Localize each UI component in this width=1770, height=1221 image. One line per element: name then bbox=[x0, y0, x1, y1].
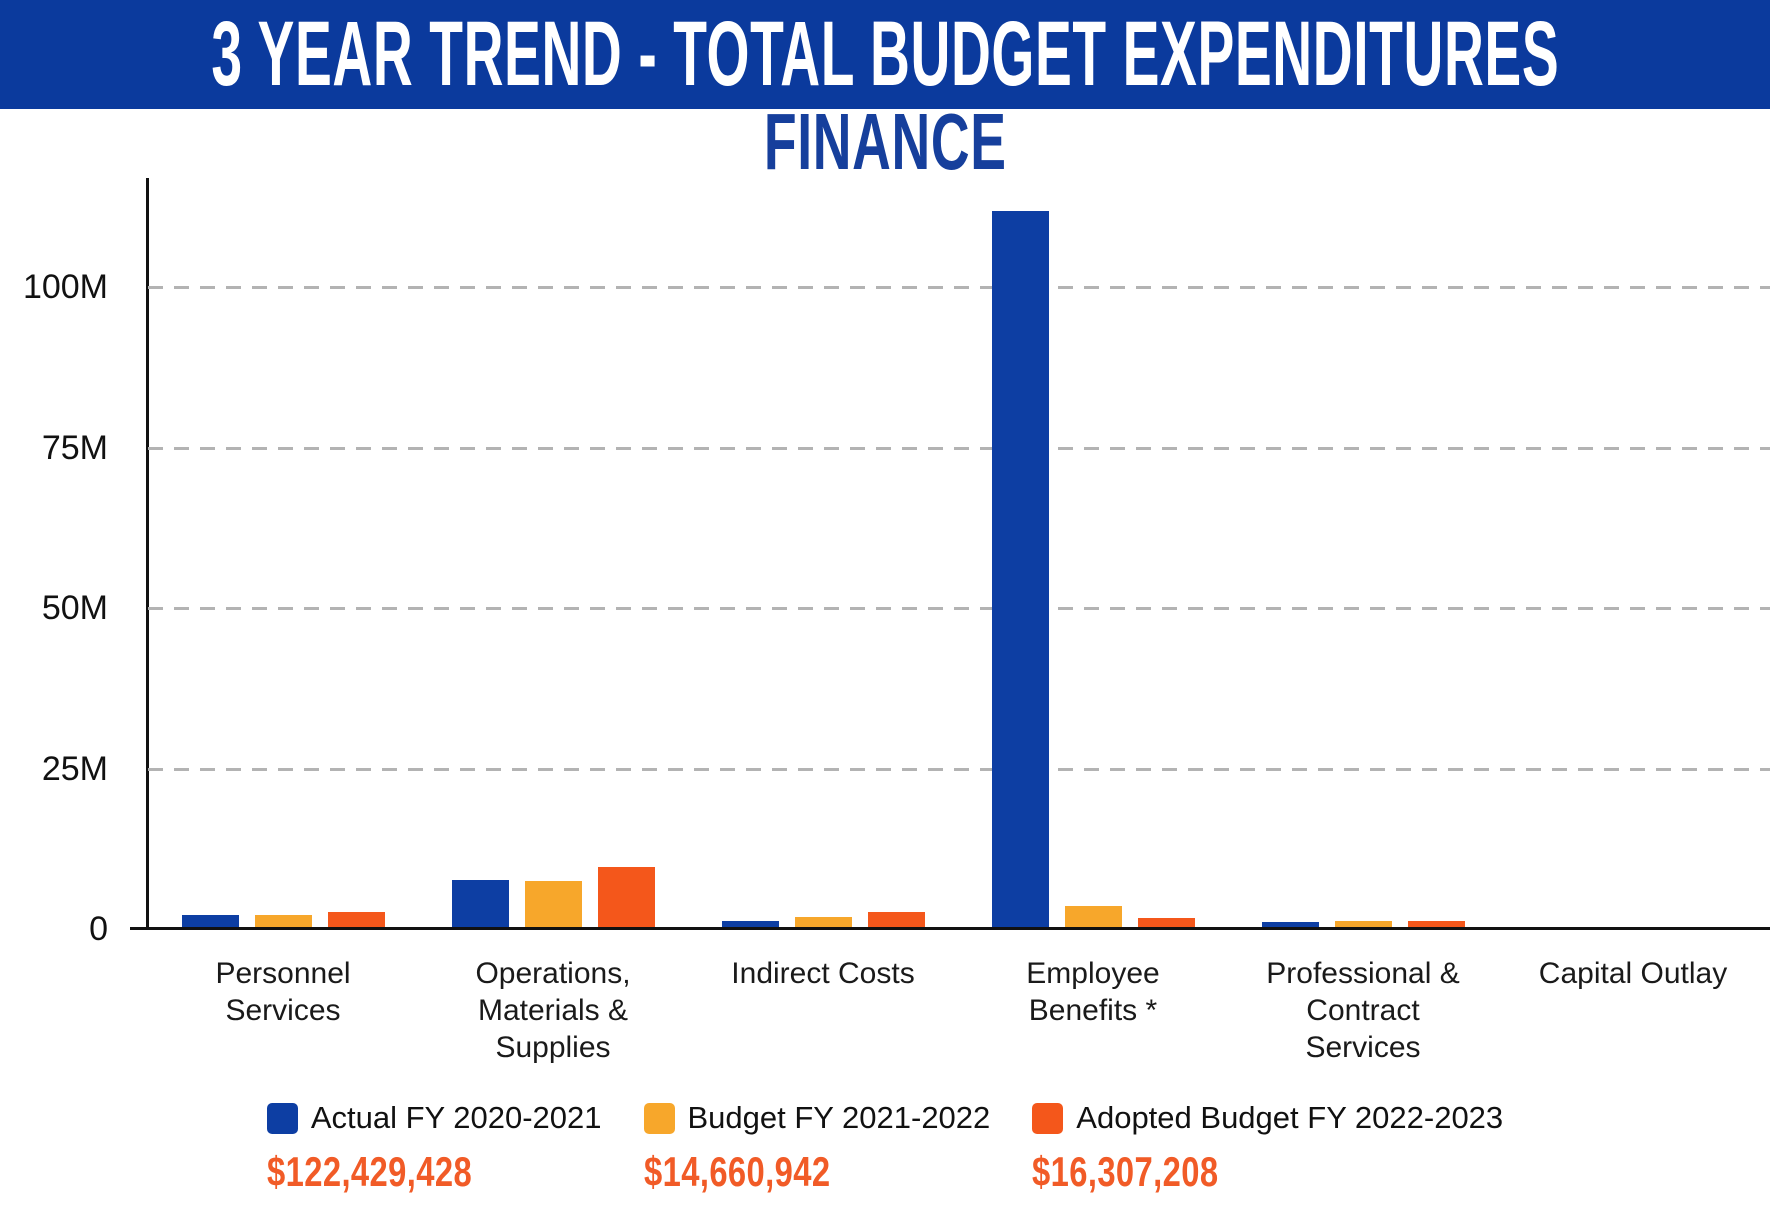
legend-label-actual: Actual FY 2020-2021 bbox=[310, 1100, 602, 1135]
x-axis-baseline bbox=[130, 927, 1770, 930]
bar-actual-3 bbox=[721, 921, 779, 927]
gridline-50M bbox=[148, 607, 1770, 610]
bar-budget-2 bbox=[524, 881, 582, 927]
y-tick-0: 0 bbox=[89, 910, 108, 948]
bar-budget-4 bbox=[1064, 906, 1122, 927]
legend-label-budget: Budget FY 2021-2022 bbox=[687, 1100, 991, 1135]
legend-entry-budget: Budget FY 2021-2022 $14,660,942 bbox=[643, 1100, 991, 1196]
y-tick-50M: 50M bbox=[41, 589, 108, 627]
category-label-2: Operations, Materials & Supplies bbox=[475, 957, 631, 1064]
category-label-6: Capital Outlay bbox=[1538, 957, 1728, 990]
y-tick-100M: 100M bbox=[22, 268, 108, 306]
legend-entry-actual: Actual FY 2020-2021 $122,429,428 bbox=[266, 1100, 602, 1196]
y-tick-25M: 25M bbox=[41, 749, 108, 788]
category-label-1: Personnel Services bbox=[215, 957, 351, 1027]
legend-swatch-actual bbox=[266, 1102, 298, 1134]
bar-adopted-1 bbox=[327, 912, 385, 927]
chart-subtitle: FINANCE bbox=[763, 97, 1007, 186]
bar-budget-1 bbox=[254, 915, 312, 927]
gridline-75M bbox=[148, 446, 1770, 450]
title-banner: 3 YEAR TREND - TOTAL BUDGET EXPENDITURES bbox=[0, 0, 1770, 109]
legend-swatch-budget bbox=[643, 1102, 675, 1134]
bar-adopted-5 bbox=[1407, 921, 1465, 927]
total-budget: $14,660,942 bbox=[643, 1148, 830, 1195]
chart-legend: Actual FY 2020-2021 $122,429,428 Budget … bbox=[0, 1100, 1770, 1196]
legend-label-adopted: Adopted Budget FY 2022-2023 bbox=[1076, 1100, 1504, 1135]
bar-actual-4 bbox=[991, 211, 1049, 927]
bar-actual-1 bbox=[181, 915, 239, 927]
bar-actual-2 bbox=[451, 880, 509, 927]
bar-budget-5 bbox=[1334, 921, 1392, 927]
legend-entry-adopted: Adopted Budget FY 2022-2023 $16,307,208 bbox=[1032, 1100, 1503, 1196]
y-tick-75M: 75M bbox=[41, 428, 108, 467]
bar-budget-3 bbox=[794, 917, 852, 927]
category-label-5: Professional & Contract Services bbox=[1266, 957, 1460, 1064]
bar-adopted-4 bbox=[1137, 918, 1195, 927]
bar-adopted-3 bbox=[867, 912, 925, 927]
gridline-25M bbox=[148, 767, 1770, 771]
bar-actual-5 bbox=[1261, 922, 1319, 927]
y-axis-line bbox=[146, 178, 149, 929]
gridline-100M bbox=[148, 286, 1770, 289]
total-actual: $122,429,428 bbox=[266, 1148, 472, 1195]
bar-adopted-2 bbox=[597, 867, 655, 927]
page-title: 3 YEAR TREND - TOTAL BUDGET EXPENDITURES bbox=[211, 3, 1559, 105]
total-adopted: $16,307,208 bbox=[1032, 1148, 1219, 1195]
legend-swatch-adopted bbox=[1032, 1102, 1064, 1134]
category-label-3: Indirect Costs bbox=[731, 957, 915, 990]
category-label-4: Employee Benefits * bbox=[1026, 957, 1160, 1027]
subtitle-wrap: FINANCE bbox=[0, 100, 1770, 184]
